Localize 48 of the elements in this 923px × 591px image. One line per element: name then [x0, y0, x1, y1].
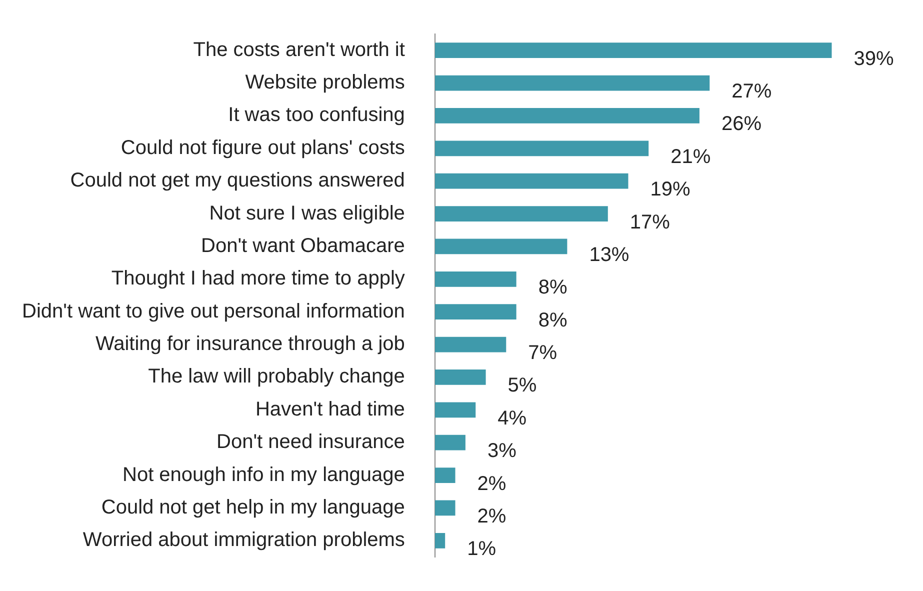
- y-tick-label: Haven't had time: [255, 398, 405, 420]
- bar: [434, 271, 516, 287]
- bar: [434, 532, 446, 548]
- data-label: 27%: [732, 80, 772, 103]
- bar: [434, 140, 649, 156]
- data-label: 17%: [630, 211, 670, 234]
- data-label: 26%: [721, 113, 762, 136]
- y-tick-label: Waiting for insurance through a job: [95, 333, 405, 356]
- y-tick-label: Website problems: [245, 72, 405, 94]
- bar: [434, 238, 568, 254]
- data-label: 1%: [467, 538, 496, 560]
- y-tick-label: The law will probably change: [148, 366, 405, 388]
- bar: [434, 434, 466, 450]
- data-label: 21%: [670, 146, 711, 168]
- bar: [434, 42, 832, 58]
- y-tick-label: Could not get help in my language: [101, 496, 405, 518]
- y-tick-label: Didn't want to give out personal information: [22, 300, 405, 322]
- y-tick-label: Thought I had more time to apply: [111, 268, 405, 290]
- data-label: 19%: [650, 178, 690, 201]
- data-label: 2%: [477, 505, 506, 528]
- data-label: 13%: [589, 244, 630, 266]
- bar: [434, 468, 456, 483]
- bar: [434, 108, 700, 124]
- data-label: 8%: [538, 276, 568, 299]
- y-tick-label: Don't want Obamacare: [201, 234, 405, 257]
- y-tick-label: Not sure I was eligible: [209, 202, 405, 224]
- y-tick-label: It was too confusing: [228, 104, 405, 126]
- bar: [434, 370, 486, 385]
- y-tick-label: Worried about immigration problems: [82, 529, 405, 552]
- bar: [434, 500, 456, 516]
- bar: [434, 336, 506, 352]
- y-tick-label: Could not figure out plans' costs: [120, 136, 405, 159]
- bar: [434, 206, 608, 222]
- data-label: 4%: [498, 407, 527, 430]
- data-label: 39%: [854, 48, 894, 70]
- bar: [434, 304, 516, 320]
- data-label: 5%: [508, 374, 537, 397]
- data-label: 3%: [487, 440, 517, 462]
- y-tick-label: Could not get my questions answered: [70, 170, 405, 192]
- bar: [434, 402, 476, 418]
- data-label: 8%: [538, 309, 568, 332]
- bar: [434, 173, 628, 189]
- data-label: 7%: [528, 342, 558, 364]
- y-tick-label: Don't need insurance: [216, 431, 405, 454]
- bar: [434, 75, 710, 91]
- y-tick-label: The costs aren't worth it: [193, 38, 406, 61]
- y-tick-label: Not enough info in my language: [122, 464, 405, 486]
- data-label: 2%: [477, 472, 506, 495]
